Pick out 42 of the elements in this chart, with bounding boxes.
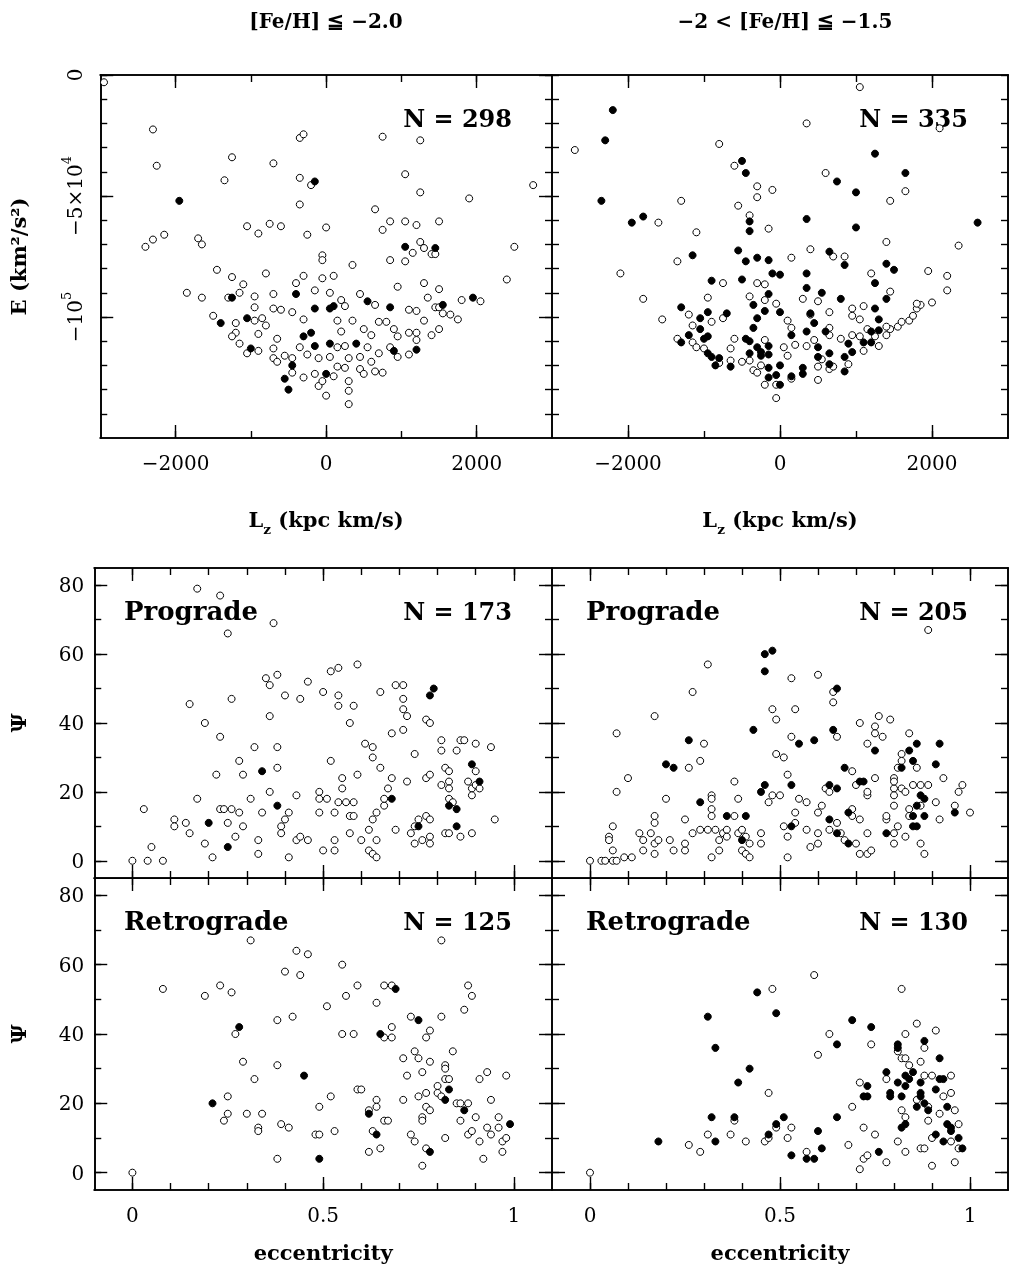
y-tick-label: 40 (58, 1022, 85, 1046)
annotation: N = 130 (859, 906, 968, 936)
y-tick-label: 40 (58, 711, 85, 735)
x-tick-label: 0 (583, 1203, 597, 1227)
annotation: Retrograde (124, 906, 289, 936)
annotation: Prograde (124, 596, 259, 626)
x-axis-title: eccentricity (710, 1240, 851, 1266)
x-axis-title: eccentricity (253, 1240, 394, 1266)
y-axis-title: E (km²/s²) (6, 197, 31, 316)
y-tick-label: 60 (58, 952, 85, 977)
x-tick-label: 2000 (451, 451, 503, 475)
annotation: N = 298 (403, 103, 512, 133)
y-tick-label: 60 (58, 642, 85, 667)
x-tick-label: 0.5 (764, 1203, 796, 1227)
annotation: N = 335 (859, 103, 968, 133)
annotation: Retrograde (586, 906, 751, 936)
x-tick-label: −2000 (141, 451, 210, 475)
x-tick-label: 2000 (906, 451, 958, 475)
y-tick-label: 20 (58, 1091, 85, 1116)
x-tick-label: 0 (773, 451, 787, 475)
chart-title: −2 < [Fe/H] ≦ −1.5 (677, 9, 893, 33)
y-axis-title: Ψ (6, 712, 31, 733)
y-tick-label: 20 (58, 779, 85, 804)
annotation: N = 205 (859, 596, 968, 626)
annotation: N = 173 (403, 596, 512, 626)
y-tick-label: 0 (71, 1160, 85, 1185)
y-tick-label: −105 (59, 291, 88, 343)
y-tick-label: −5×104 (59, 156, 88, 236)
annotation: N = 125 (403, 906, 512, 936)
chart-title: [Fe/H] ≦ −2.0 (249, 9, 403, 33)
y-tick-label: 0 (63, 68, 88, 82)
x-tick-label: 1 (507, 1203, 521, 1227)
x-tick-label: 0 (319, 451, 333, 475)
y-tick-label: 80 (58, 883, 85, 908)
x-tick-label: 1 (963, 1203, 977, 1227)
y-tick-label: 0 (71, 848, 85, 873)
x-tick-label: 0 (126, 1203, 139, 1227)
x-tick-label: −2000 (594, 451, 662, 475)
x-tick-label: 0.5 (307, 1203, 340, 1227)
annotation: Prograde (586, 596, 721, 626)
y-axis-title: Ψ (6, 1023, 31, 1044)
y-tick-label: 80 (58, 573, 85, 598)
